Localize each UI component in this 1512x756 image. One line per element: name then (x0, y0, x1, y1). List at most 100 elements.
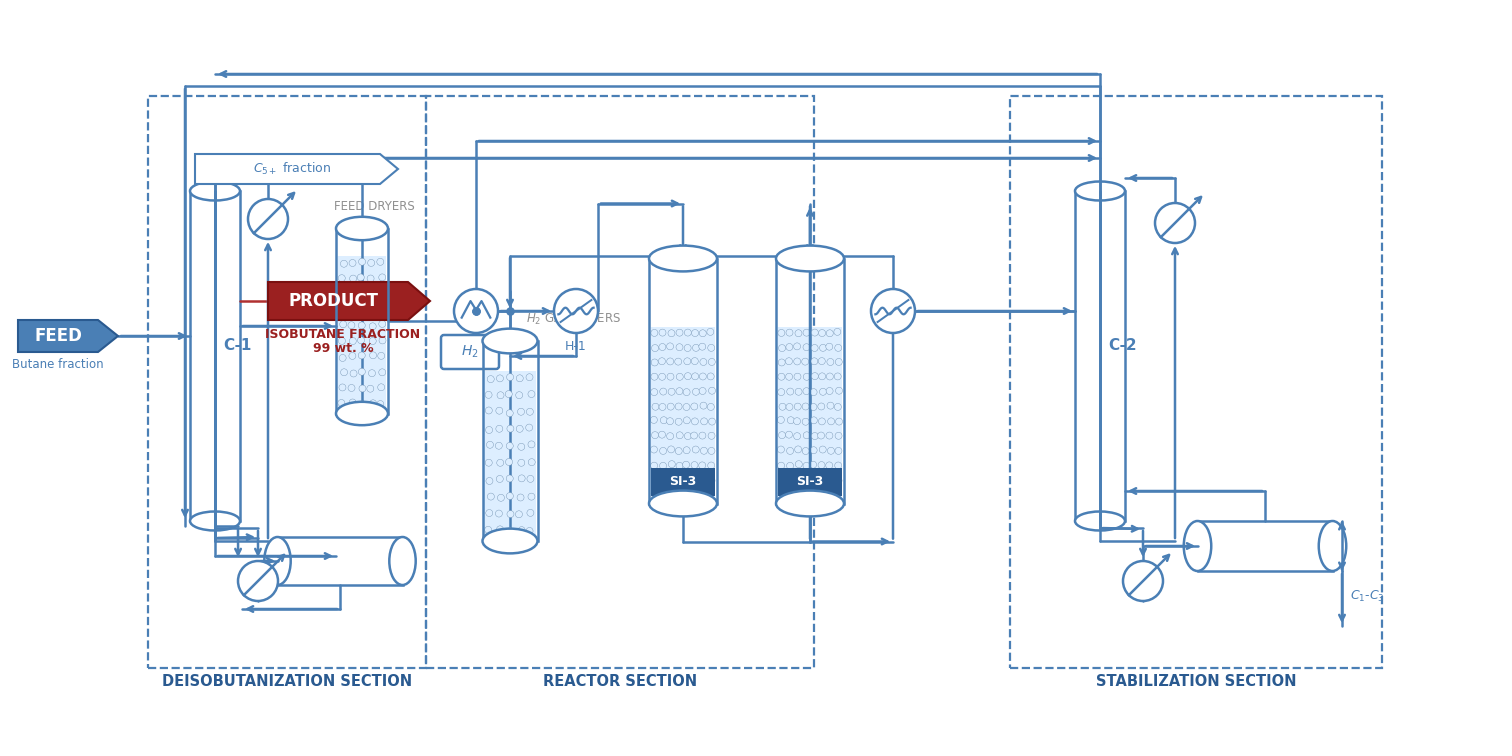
Polygon shape (268, 282, 429, 320)
Circle shape (507, 442, 513, 449)
Circle shape (659, 448, 667, 454)
Circle shape (809, 477, 816, 484)
Circle shape (487, 493, 494, 500)
Circle shape (505, 391, 513, 398)
Circle shape (659, 329, 665, 336)
Circle shape (795, 389, 801, 395)
Circle shape (708, 373, 714, 380)
Circle shape (777, 417, 785, 423)
Circle shape (553, 289, 599, 333)
Circle shape (820, 446, 826, 453)
Circle shape (691, 330, 699, 336)
Circle shape (794, 358, 801, 365)
Circle shape (517, 494, 525, 501)
Circle shape (652, 359, 658, 366)
Text: SI-3: SI-3 (797, 475, 824, 488)
Circle shape (351, 370, 357, 377)
Circle shape (682, 477, 689, 484)
Circle shape (777, 389, 785, 395)
Circle shape (779, 373, 785, 380)
Circle shape (683, 358, 691, 365)
Circle shape (650, 462, 658, 469)
Circle shape (708, 432, 715, 439)
Circle shape (779, 432, 786, 438)
Bar (484, 371, 535, 539)
Circle shape (835, 432, 842, 439)
Circle shape (485, 526, 491, 534)
Circle shape (517, 443, 525, 451)
Circle shape (794, 491, 801, 498)
Circle shape (833, 328, 841, 336)
Circle shape (827, 418, 835, 425)
Circle shape (650, 446, 658, 453)
Circle shape (836, 387, 842, 394)
Circle shape (820, 490, 826, 497)
Circle shape (369, 370, 375, 376)
Circle shape (674, 490, 682, 497)
Ellipse shape (482, 329, 537, 353)
Circle shape (835, 404, 841, 411)
Circle shape (659, 491, 667, 497)
Circle shape (676, 344, 683, 351)
Circle shape (826, 462, 833, 469)
Circle shape (526, 408, 534, 415)
Circle shape (668, 476, 676, 482)
Circle shape (779, 359, 785, 366)
Circle shape (378, 384, 384, 391)
Circle shape (676, 388, 683, 395)
Text: $C_1$-$C_3$: $C_1$-$C_3$ (1350, 588, 1385, 603)
Circle shape (692, 389, 700, 395)
Circle shape (674, 403, 682, 410)
Circle shape (812, 373, 818, 380)
Circle shape (668, 330, 674, 336)
Circle shape (507, 493, 514, 500)
Text: PRODUCT: PRODUCT (287, 292, 378, 310)
Circle shape (507, 510, 514, 518)
Circle shape (706, 491, 714, 497)
Circle shape (676, 373, 683, 380)
Circle shape (685, 373, 691, 380)
Circle shape (659, 343, 665, 351)
Text: FEED DRYERS: FEED DRYERS (334, 200, 414, 213)
Circle shape (708, 358, 715, 365)
Bar (1010, 96, 1382, 668)
Circle shape (685, 432, 691, 439)
Circle shape (827, 448, 835, 454)
Circle shape (485, 392, 491, 398)
Circle shape (835, 358, 842, 365)
Circle shape (676, 463, 683, 469)
Circle shape (517, 408, 525, 415)
Circle shape (708, 448, 715, 454)
Circle shape (349, 352, 355, 359)
Circle shape (810, 417, 818, 424)
Circle shape (676, 432, 683, 438)
Circle shape (339, 355, 346, 361)
Circle shape (676, 448, 682, 454)
Circle shape (786, 404, 792, 411)
Circle shape (348, 322, 355, 329)
Circle shape (507, 373, 514, 380)
Circle shape (691, 373, 699, 380)
Circle shape (485, 478, 493, 485)
Circle shape (794, 343, 800, 350)
Circle shape (683, 389, 689, 395)
Circle shape (667, 343, 673, 350)
Circle shape (496, 526, 503, 533)
Circle shape (827, 373, 833, 380)
Circle shape (803, 388, 810, 395)
Circle shape (700, 373, 706, 380)
Circle shape (376, 259, 384, 265)
Circle shape (667, 491, 674, 498)
Ellipse shape (1184, 521, 1211, 571)
Circle shape (496, 375, 503, 382)
Text: STABILIZATION SECTION: STABILIZATION SECTION (1096, 674, 1296, 689)
Circle shape (786, 343, 792, 351)
Circle shape (708, 345, 715, 352)
Circle shape (682, 461, 689, 468)
Bar (777, 467, 842, 495)
Circle shape (786, 431, 792, 438)
Circle shape (812, 329, 818, 336)
Circle shape (528, 476, 534, 482)
Circle shape (519, 475, 525, 482)
Circle shape (659, 404, 665, 411)
